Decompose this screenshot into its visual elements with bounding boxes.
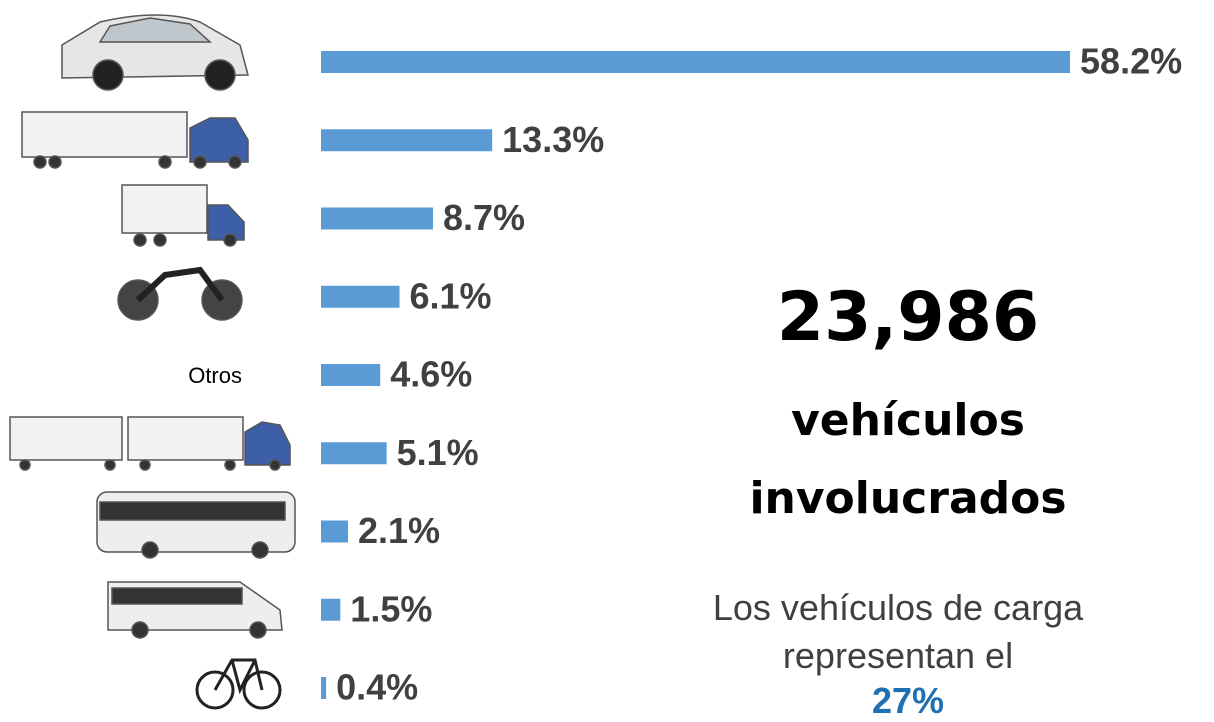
van-window [112, 588, 242, 604]
bar [321, 286, 400, 308]
wheel [154, 234, 166, 246]
total-label: vehículos involucrados [718, 382, 1098, 538]
bar [321, 129, 492, 151]
wheel [270, 460, 280, 470]
wheel [132, 622, 148, 638]
note: Los vehículos de carga representan el [668, 584, 1128, 680]
bar [321, 442, 387, 464]
bar [321, 677, 326, 699]
cab-icon [245, 422, 290, 465]
wheel [224, 234, 236, 246]
value-label: 8.7% [443, 197, 525, 238]
page: 58.2% 13.3% 8.7% 6.1% 4.6% Otros 5.1% 2.1% 1.5% 0… [0, 0, 1214, 712]
trailer-icon [22, 112, 187, 157]
wheel [250, 622, 266, 638]
wheel [205, 60, 235, 90]
total: 23,986 [668, 278, 1148, 357]
wheel [34, 156, 46, 168]
bar [321, 208, 433, 230]
category-label: Otros [188, 363, 242, 388]
bar [321, 521, 348, 543]
value-label: 6.1% [410, 275, 492, 316]
bus-window [100, 502, 285, 520]
trailer-icon [128, 417, 243, 460]
wheel [229, 156, 241, 168]
bar [321, 599, 340, 621]
value-label: 1.5% [350, 588, 432, 629]
value-label: 0.4% [336, 667, 418, 708]
wheel [142, 542, 158, 558]
value-label: 2.1% [358, 510, 440, 551]
value-label: 58.2% [1080, 41, 1182, 82]
wheel [93, 60, 123, 90]
wheel [134, 234, 146, 246]
wheel [49, 156, 61, 168]
box-icon [122, 185, 207, 233]
bar [321, 51, 1070, 73]
wheel [159, 156, 171, 168]
value-label: 4.6% [390, 354, 472, 395]
wheel [225, 460, 235, 470]
wheel [20, 460, 30, 470]
trailer-icon [10, 417, 122, 460]
note-value: 27% [668, 680, 1148, 722]
value-label: 13.3% [502, 119, 604, 160]
bus-icon [97, 492, 295, 552]
wheel [140, 460, 150, 470]
value-label: 5.1% [397, 432, 479, 473]
icons [10, 15, 295, 708]
bar [321, 364, 380, 386]
wheel [194, 156, 206, 168]
wheel [252, 542, 268, 558]
wheel [105, 460, 115, 470]
